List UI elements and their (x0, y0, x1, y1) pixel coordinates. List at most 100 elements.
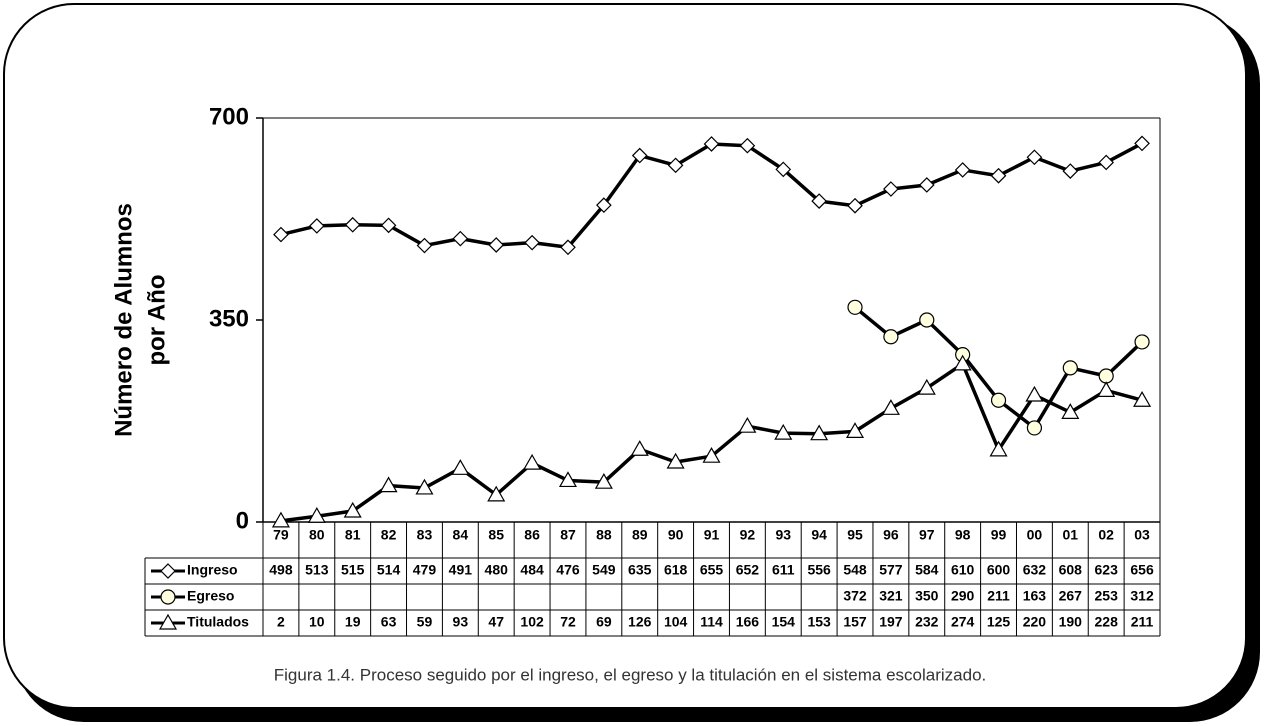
table-value: 154 (772, 614, 796, 630)
table-value: 608 (1059, 562, 1083, 578)
marker (954, 162, 971, 178)
table-value: 480 (485, 562, 509, 578)
table-value: 491 (449, 562, 473, 578)
marker (631, 147, 648, 164)
marker (1062, 163, 1079, 179)
marker (1098, 368, 1114, 384)
table-value: 513 (305, 562, 329, 578)
marker (594, 472, 613, 489)
table-value: 312 (1130, 588, 1154, 604)
marker (273, 226, 289, 243)
table-value: 274 (951, 614, 975, 630)
table-value: 577 (879, 562, 903, 578)
marker (883, 329, 899, 345)
table-value: 157 (843, 614, 867, 630)
marker (919, 312, 935, 328)
marker (1026, 149, 1043, 166)
marker (918, 177, 935, 193)
table-value: 93 (453, 614, 469, 630)
marker (1026, 420, 1043, 436)
table-value: 104 (664, 614, 688, 630)
legend-label: Titulados (187, 614, 249, 630)
table-value: 267 (1059, 588, 1083, 604)
table-value: 632 (1023, 562, 1047, 578)
table-value: 372 (843, 588, 867, 604)
marker (560, 239, 576, 256)
marker (596, 197, 612, 213)
table-value: 652 (736, 562, 760, 578)
marker (989, 440, 1008, 457)
table-value: 220 (1023, 614, 1047, 630)
x-tick-label: 79 (273, 527, 289, 543)
table-value: 484 (520, 562, 544, 578)
x-tick-label: 92 (740, 527, 756, 543)
marker (524, 234, 540, 251)
marker (1061, 403, 1080, 419)
marker (343, 501, 362, 518)
table-value: 166 (736, 614, 760, 630)
x-tick-label: 99 (991, 527, 1007, 543)
marker (451, 459, 470, 475)
marker (703, 136, 720, 152)
x-tick-label: 91 (704, 527, 720, 543)
y-tick-label: 700 (209, 103, 249, 130)
marker (1097, 381, 1116, 398)
table-value: 47 (488, 614, 504, 630)
marker (558, 471, 578, 488)
x-tick-label: 98 (955, 527, 971, 543)
marker (845, 422, 865, 438)
x-tick-label: 95 (847, 527, 863, 543)
table-value: 126 (628, 614, 652, 630)
table-value: 102 (520, 614, 544, 630)
table-value: 232 (915, 614, 939, 630)
table-value: 514 (377, 562, 401, 578)
x-tick-label: 81 (345, 527, 361, 543)
x-tick-label: 90 (668, 527, 684, 543)
x-tick-label: 80 (309, 527, 325, 543)
x-tick-label: 84 (453, 527, 469, 543)
marker (1098, 154, 1115, 171)
x-tick-label: 93 (775, 527, 791, 543)
table-value: 610 (951, 562, 975, 578)
y-tick-label: 0 (236, 507, 249, 534)
x-tick-label: 03 (1134, 527, 1150, 543)
table-value: 556 (807, 562, 831, 578)
marker (666, 452, 685, 469)
table-value: 19 (345, 614, 361, 630)
table-value: 290 (951, 588, 975, 604)
marker (271, 511, 290, 528)
marker (415, 478, 434, 495)
table-value: 549 (592, 562, 616, 578)
table-value: 584 (915, 562, 939, 578)
marker (1062, 360, 1078, 376)
marker (1025, 385, 1044, 402)
marker (810, 424, 829, 441)
marker (416, 237, 433, 254)
table-value: 479 (413, 562, 437, 578)
marker (487, 485, 506, 502)
table-value: 190 (1059, 614, 1083, 630)
marker (811, 193, 827, 209)
table-value: 656 (1130, 562, 1154, 578)
marker (452, 230, 469, 247)
table-value: 72 (560, 614, 576, 630)
legend-label: Ingreso (187, 562, 238, 578)
marker (953, 354, 972, 371)
caption: Figura 1.4. Proceso seguido por el ingre… (274, 665, 987, 684)
x-tick-label: 01 (1063, 527, 1079, 543)
table-value: 655 (700, 562, 724, 578)
table-value: 2 (277, 614, 285, 630)
table-value: 211 (987, 588, 1010, 604)
table-value: 548 (843, 562, 867, 578)
marker (307, 507, 326, 523)
table-value: 63 (381, 614, 397, 630)
marker (990, 167, 1007, 184)
x-tick-label: 97 (919, 527, 935, 543)
legend-marker (160, 563, 176, 579)
table-value: 476 (556, 562, 580, 578)
table-value: 635 (628, 562, 652, 578)
marker (917, 378, 936, 395)
table-value: 211 (1131, 614, 1154, 630)
x-tick-label: 87 (560, 527, 576, 543)
marker (667, 157, 684, 174)
